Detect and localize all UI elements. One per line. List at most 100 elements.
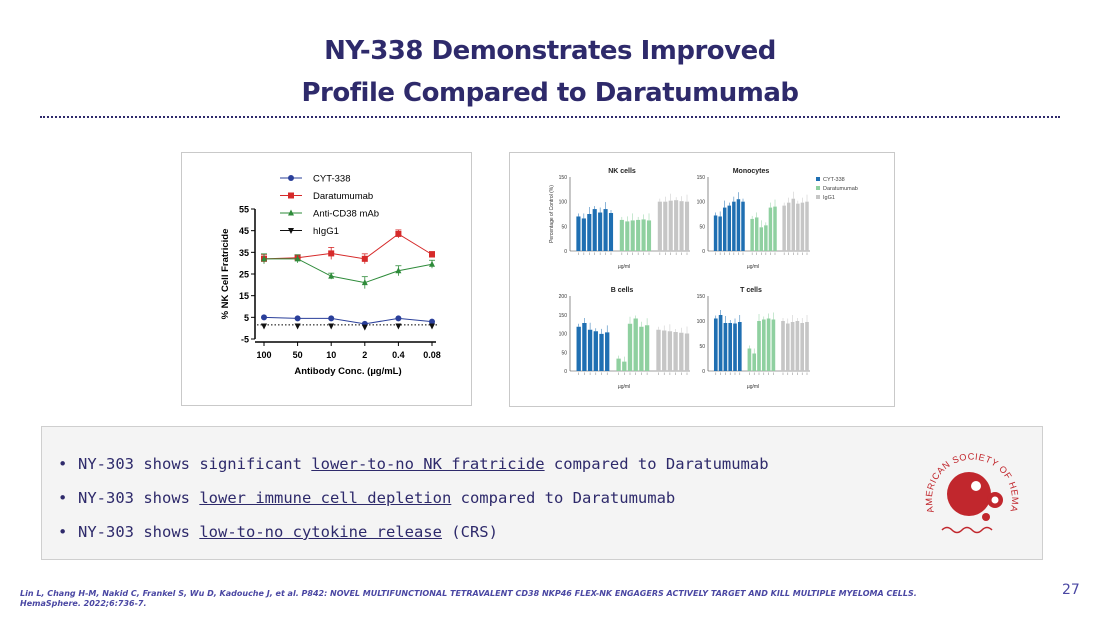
bar-x-axis-title: µg/ml bbox=[618, 264, 630, 270]
bar bbox=[663, 201, 668, 251]
bar bbox=[646, 220, 652, 251]
bar bbox=[619, 219, 624, 251]
bar bbox=[605, 332, 610, 371]
data-point bbox=[361, 324, 368, 331]
bar-y-tick-label: 0 bbox=[702, 249, 705, 255]
finding-1-highlight: lower-to-no NK fratricide bbox=[311, 455, 545, 473]
bar bbox=[713, 318, 718, 371]
bar bbox=[587, 329, 593, 371]
legend-label: Anti-CD38 mAb bbox=[313, 209, 379, 220]
bar bbox=[750, 218, 754, 251]
bar-y-tick-label: 100 bbox=[697, 319, 706, 325]
bar bbox=[633, 318, 638, 371]
bar bbox=[673, 332, 678, 371]
bar-y-tick-label: 100 bbox=[559, 332, 568, 338]
bar bbox=[684, 201, 690, 251]
finding-2-pre: NY-303 shows bbox=[78, 489, 200, 507]
bar bbox=[790, 322, 795, 371]
x-tick-label: 0.4 bbox=[392, 350, 405, 360]
bar bbox=[630, 220, 635, 251]
finding-3-post: (CRS) bbox=[441, 523, 498, 541]
bar bbox=[639, 326, 644, 371]
y-axis-title: % NK Cell Fratricide bbox=[220, 229, 231, 320]
bar bbox=[781, 321, 785, 371]
bar bbox=[598, 212, 603, 251]
bar bbox=[656, 329, 661, 371]
x-axis-title: Antibody Conc. (µg/mL) bbox=[294, 366, 401, 377]
bar bbox=[644, 325, 650, 371]
ash-logo-large-cell bbox=[947, 472, 991, 516]
bar bbox=[759, 227, 764, 251]
bar-y-tick-label: 150 bbox=[559, 175, 568, 181]
bar bbox=[616, 358, 621, 371]
bar-y-tick-label: 0 bbox=[702, 369, 705, 375]
finding-item-cytokine-release: • NY-303 shows low-to-no cytokine release… bbox=[58, 515, 769, 549]
bar bbox=[657, 201, 662, 251]
data-point bbox=[294, 323, 301, 330]
bar bbox=[641, 219, 646, 251]
data-point bbox=[328, 272, 335, 279]
ash-logo-wave bbox=[941, 526, 993, 534]
bar bbox=[727, 205, 732, 251]
bar-y-tick-label: 150 bbox=[697, 294, 706, 300]
data-point bbox=[429, 318, 435, 325]
bullet-marker: • bbox=[58, 455, 68, 473]
bar-panel-title: T cells bbox=[740, 287, 762, 294]
ash-logo-highlight bbox=[971, 481, 981, 491]
key-findings-box: • NY-303 shows significant lower-to-no NK… bbox=[41, 426, 1043, 560]
bar bbox=[771, 319, 776, 371]
data-point bbox=[288, 175, 294, 181]
bar bbox=[773, 206, 777, 251]
bar bbox=[674, 200, 679, 251]
data-point bbox=[361, 279, 368, 286]
bar bbox=[593, 331, 598, 371]
bar bbox=[713, 215, 718, 251]
bar-y-tick-label: 0 bbox=[564, 369, 567, 375]
citation-line-2: HemaSphere. 2022;6:736-7. bbox=[20, 599, 147, 608]
bar bbox=[608, 213, 614, 251]
bar bbox=[723, 323, 728, 371]
ash-logo-medium-highlight bbox=[991, 496, 999, 504]
data-point bbox=[328, 323, 335, 330]
bar-legend-label: CYT-338 bbox=[823, 177, 845, 183]
bar-y-axis-title: Percentage of Control (%) bbox=[549, 185, 555, 243]
y-tick-label: 5 bbox=[244, 313, 249, 323]
ash-logo: AMERICAN SOCIETY OF HEMATOLOGY bbox=[908, 430, 1030, 546]
bar bbox=[599, 333, 604, 371]
data-point bbox=[288, 228, 294, 234]
bar bbox=[732, 201, 736, 251]
data-point bbox=[429, 323, 435, 330]
legend-label: CYT-338 bbox=[313, 174, 351, 185]
page-title: NY-338 Demonstrates Improved Profile Com… bbox=[0, 30, 1100, 114]
bar bbox=[625, 221, 630, 251]
nk-fratricide-chart-panel: 55 45 35 25 15 5 -5 100 50 10 2 0.4 0.08 Antibody Con… bbox=[181, 152, 472, 406]
x-tick-label: 0.08 bbox=[423, 350, 441, 360]
bar bbox=[718, 216, 722, 251]
bar bbox=[805, 201, 809, 251]
bar-y-tick-label: 50 bbox=[561, 224, 567, 230]
bar-y-tick-label: 50 bbox=[699, 344, 705, 350]
bar bbox=[679, 332, 684, 371]
bar-legend-swatch bbox=[816, 186, 820, 190]
bar-y-tick-label: 200 bbox=[559, 294, 568, 300]
series-line-1 bbox=[263, 233, 433, 260]
bar bbox=[800, 202, 805, 251]
bar bbox=[786, 202, 791, 251]
citation: Lin L, Chang H-M, Nakid C, Frankel S, Wu… bbox=[20, 589, 1020, 609]
bar bbox=[622, 361, 627, 371]
page-number: 27 bbox=[1062, 582, 1080, 598]
dotted-divider bbox=[40, 116, 1060, 118]
y-tick-label: 25 bbox=[239, 270, 249, 280]
bar bbox=[782, 205, 786, 251]
bar-y-tick-label: 100 bbox=[559, 200, 568, 206]
ash-logo-small-cell bbox=[982, 513, 990, 521]
series-line-2 bbox=[264, 258, 433, 284]
bar bbox=[636, 219, 641, 251]
x-tick-label: 100 bbox=[256, 350, 271, 360]
bar bbox=[576, 216, 581, 251]
bar bbox=[728, 323, 733, 371]
finding-1-pre: NY-303 shows significant bbox=[78, 455, 312, 473]
y-tick-label: 55 bbox=[239, 205, 249, 215]
series-line-0 bbox=[263, 316, 433, 325]
bar-y-tick-label: 100 bbox=[697, 200, 706, 206]
